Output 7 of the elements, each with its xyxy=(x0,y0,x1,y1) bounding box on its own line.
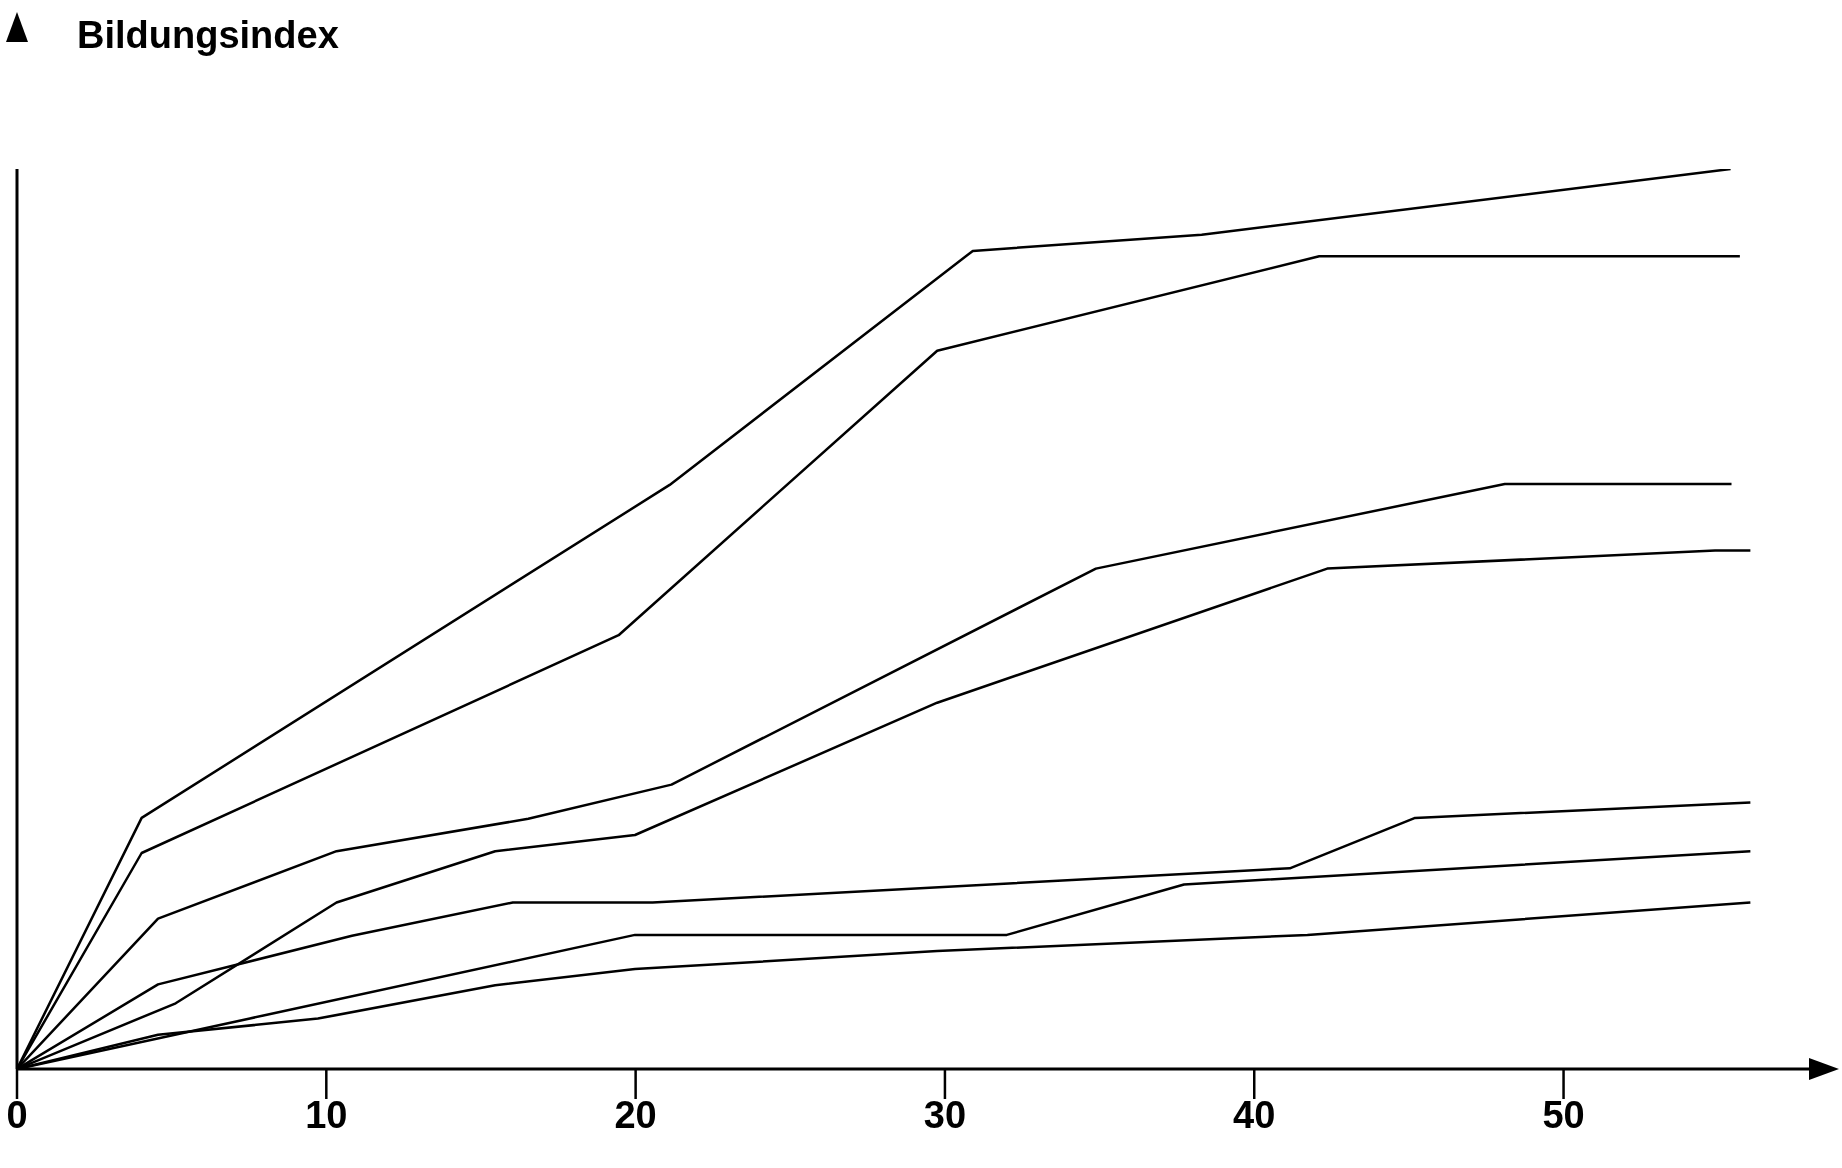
x-tick-label: 10 xyxy=(305,1093,348,1136)
y-axis-title: Bildungsindex xyxy=(77,14,339,57)
x-tick-label: 30 xyxy=(923,1093,967,1136)
x-tick-label: 0 xyxy=(6,1093,28,1136)
x-tick-label: 20 xyxy=(614,1093,657,1136)
x-tick-label: 50 xyxy=(1542,1093,1585,1136)
x-tick-label: 40 xyxy=(1233,1093,1276,1136)
